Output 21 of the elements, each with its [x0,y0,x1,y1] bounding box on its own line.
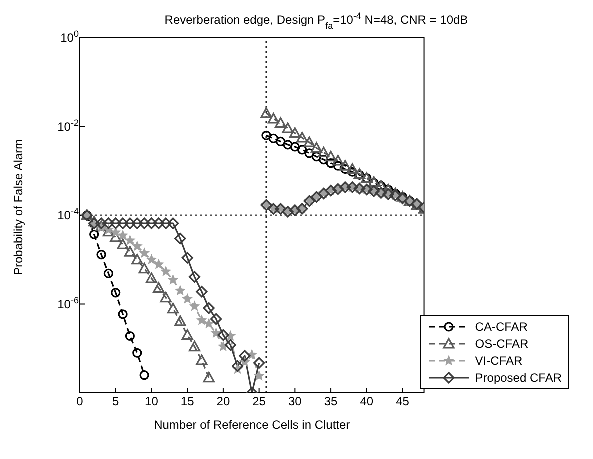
x-tick-label: 45 [396,394,410,409]
y-tick-label: 10$^{0}$ [60,29,79,45]
x-tick-label: 30 [288,394,302,409]
x-tick-label: 0 [76,394,84,409]
legend-label: Proposed CFAR [475,370,562,384]
x-tick-label: 40 [360,394,374,409]
y-axis-title: Probability of False Alarm [11,139,26,276]
x-tick-label: 15 [180,394,195,409]
y-tick-label: 10$^{-4}$ [58,206,79,222]
x-axis-title: Number of Reference Cells in Clutter [154,418,350,432]
y-tick-label: 10$^{-6}$ [58,295,79,312]
x-tick-label: 35 [324,394,338,409]
legend-label: CA-CFAR [475,320,528,334]
x-tick-label: 10 [145,394,159,409]
y-tick-label: 10$^{-2}$ [58,118,79,134]
x-tick-label: 25 [252,394,266,409]
legend-label: VI-CFAR [475,354,523,368]
x-tick-label: 20 [216,394,230,409]
x-tick-label: 5 [112,394,120,409]
legend-label: OS-CFAR [475,336,529,350]
chart-title: Reverberation edge, Design P$_{fa}$=10$^{-4}$ N=48, CNR = 10dB [164,11,468,31]
